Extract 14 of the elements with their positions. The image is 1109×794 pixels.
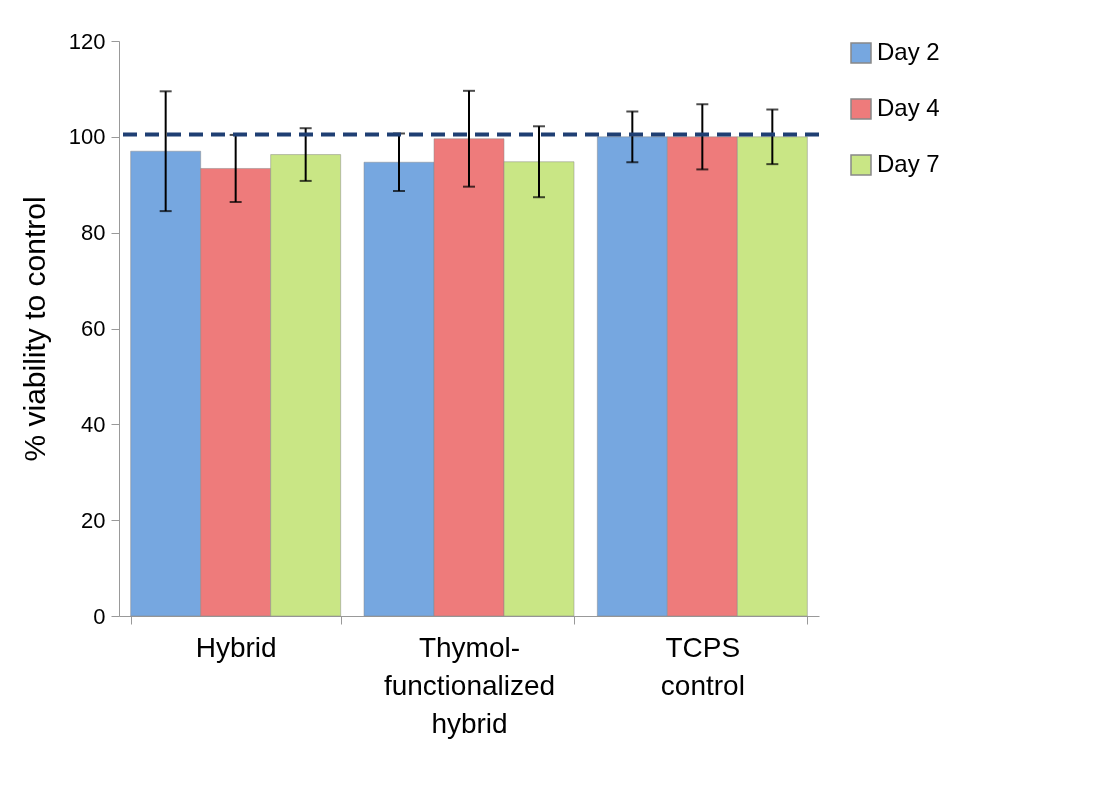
y-tick-label: 100 <box>68 124 106 150</box>
x-tick-label: TCPS control <box>660 631 745 701</box>
y-tick-label: 80 <box>81 220 106 246</box>
y-tick-label: 120 <box>68 28 106 54</box>
x-tick-label: Thymol-functionalized hybrid <box>383 631 556 739</box>
y-tick-label: 60 <box>81 316 106 341</box>
y-tick-label: 0 <box>93 603 106 629</box>
y-axis-title: % viability to control <box>17 196 51 462</box>
legend-label: Day 7 <box>877 150 940 177</box>
y-tick-label: 20 <box>81 507 106 533</box>
y-tick-label: 40 <box>81 411 106 437</box>
x-tick-label: Hybrid <box>195 631 277 663</box>
legend-label: Day 4 <box>877 94 940 121</box>
legend-label: Day 2 <box>877 38 940 65</box>
